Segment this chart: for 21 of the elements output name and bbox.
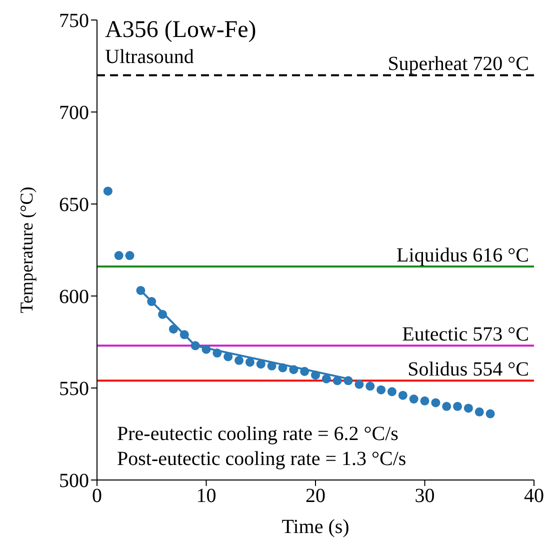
ref-line-label: Eutectic 573 °C — [402, 324, 529, 346]
ref-line-label: Superheat 720 °C — [388, 53, 529, 76]
annotation: Post-eutectic cooling rate = 1.3 °C/s — [117, 447, 406, 472]
x-axis-title: Time (s) — [282, 516, 350, 538]
x-tick-label: 30 — [414, 485, 435, 508]
x-tick-label: 0 — [92, 485, 102, 508]
x-tick-label: 40 — [524, 485, 544, 508]
annotation: Pre-eutectic cooling rate = 6.2 °C/s — [117, 422, 400, 447]
x-tick-label: 10 — [196, 485, 216, 508]
y-tick-label: 550 — [59, 378, 89, 400]
annotation: Ultrasound — [105, 46, 194, 68]
chart-title: A356 (Low-Fe) — [105, 16, 256, 44]
y-tick-label: 650 — [59, 194, 89, 216]
y-tick-label: 750 — [59, 10, 89, 32]
x-tick-label: 20 — [306, 485, 326, 508]
y-tick-label: 600 — [59, 286, 89, 308]
ref-line-label: Liquidus 616 °C — [396, 244, 529, 267]
y-tick-label: 500 — [59, 470, 89, 492]
y-tick-label: 700 — [59, 102, 89, 124]
y-axis-title: Temperature (°C) — [16, 186, 36, 314]
ref-line-label: Solidus 554 °C — [408, 358, 529, 381]
